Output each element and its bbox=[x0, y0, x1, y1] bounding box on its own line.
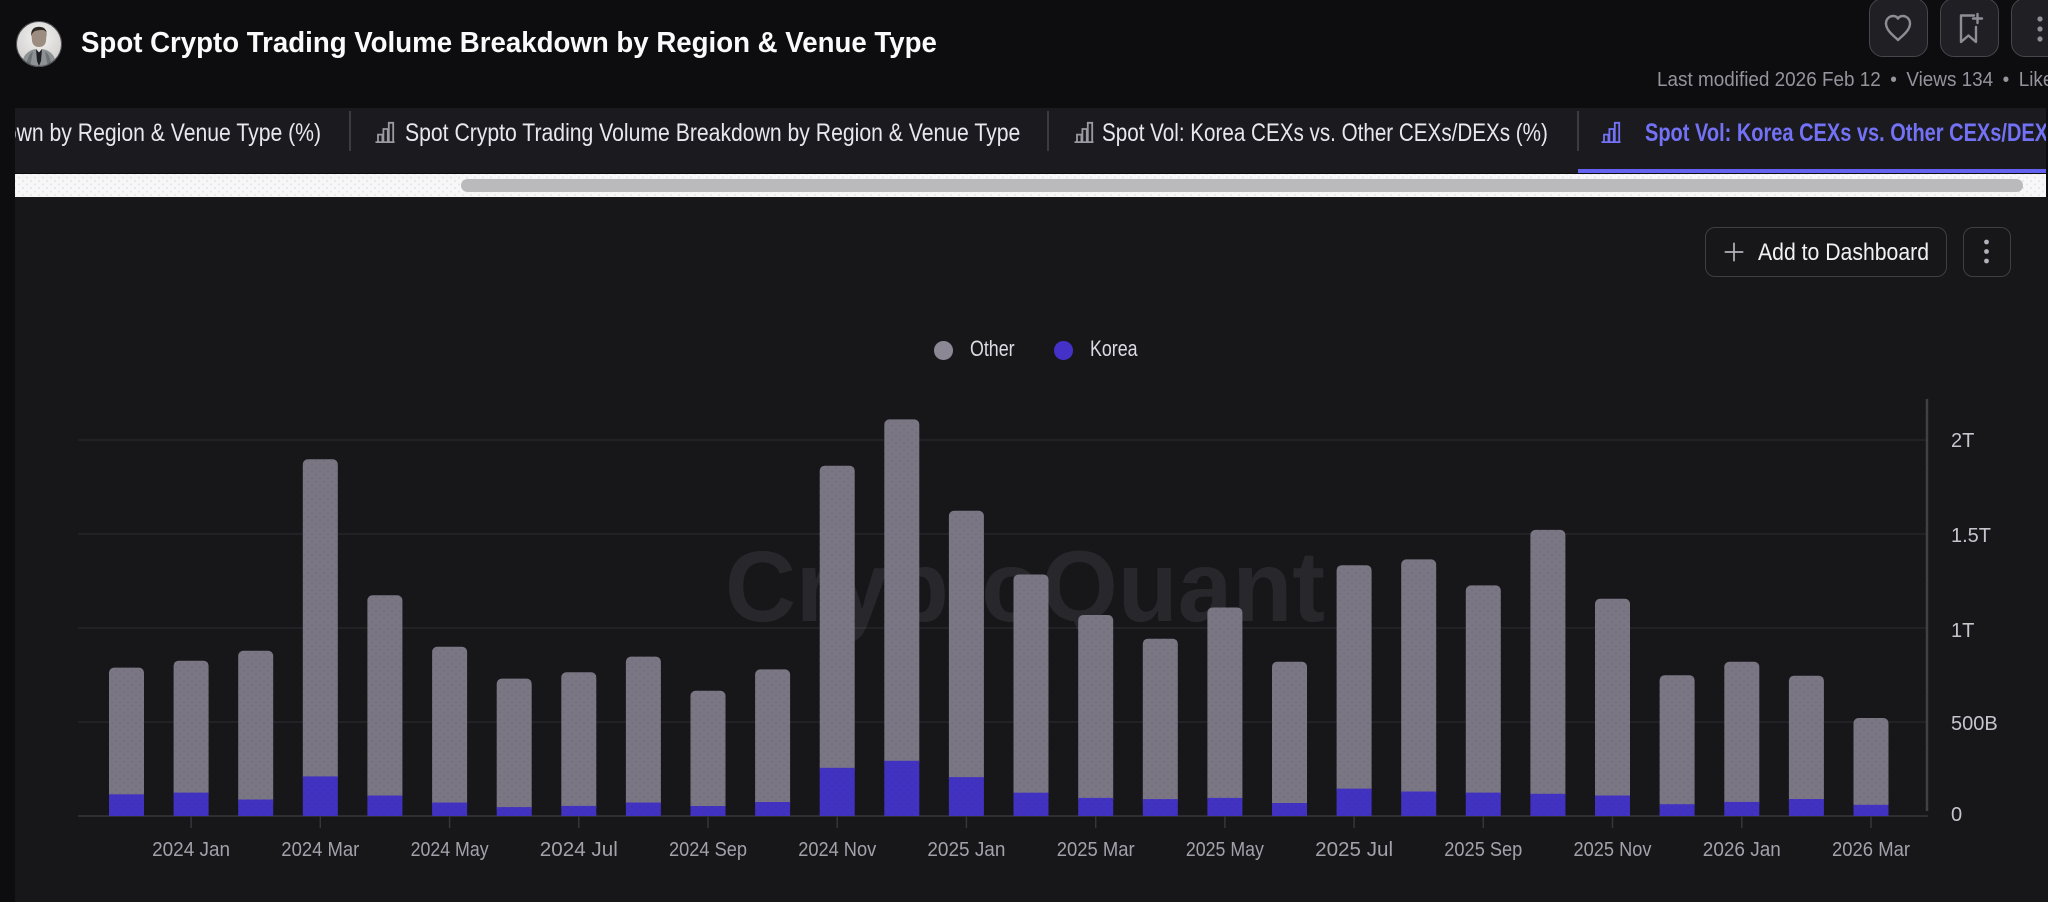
svg-text:2T: 2T bbox=[1951, 430, 1974, 452]
svg-text:2024 Jul: 2024 Jul bbox=[540, 839, 618, 861]
svg-text:2024 Jan: 2024 Jan bbox=[152, 839, 230, 861]
svg-text:2025 Jan: 2025 Jan bbox=[927, 839, 1005, 861]
svg-text:1T: 1T bbox=[1951, 620, 1974, 642]
svg-text:0: 0 bbox=[1951, 804, 1962, 826]
svg-text:2024 Sep: 2024 Sep bbox=[669, 839, 747, 861]
svg-text:2025 Sep: 2025 Sep bbox=[1444, 839, 1522, 861]
svg-text:2026 Jan: 2026 Jan bbox=[1703, 839, 1781, 861]
svg-text:2024 Nov: 2024 Nov bbox=[798, 839, 876, 861]
svg-text:2025 Jul: 2025 Jul bbox=[1315, 839, 1393, 861]
svg-text:2024 May: 2024 May bbox=[411, 839, 489, 861]
svg-text:2025 Mar: 2025 Mar bbox=[1057, 839, 1135, 861]
svg-text:2025 May: 2025 May bbox=[1186, 839, 1264, 861]
svg-text:500B: 500B bbox=[1951, 713, 1998, 735]
svg-text:2026 Mar: 2026 Mar bbox=[1832, 839, 1910, 861]
svg-text:2025 Nov: 2025 Nov bbox=[1574, 839, 1652, 861]
svg-text:1.5T: 1.5T bbox=[1951, 525, 1991, 547]
svg-text:2024 Mar: 2024 Mar bbox=[281, 839, 359, 861]
